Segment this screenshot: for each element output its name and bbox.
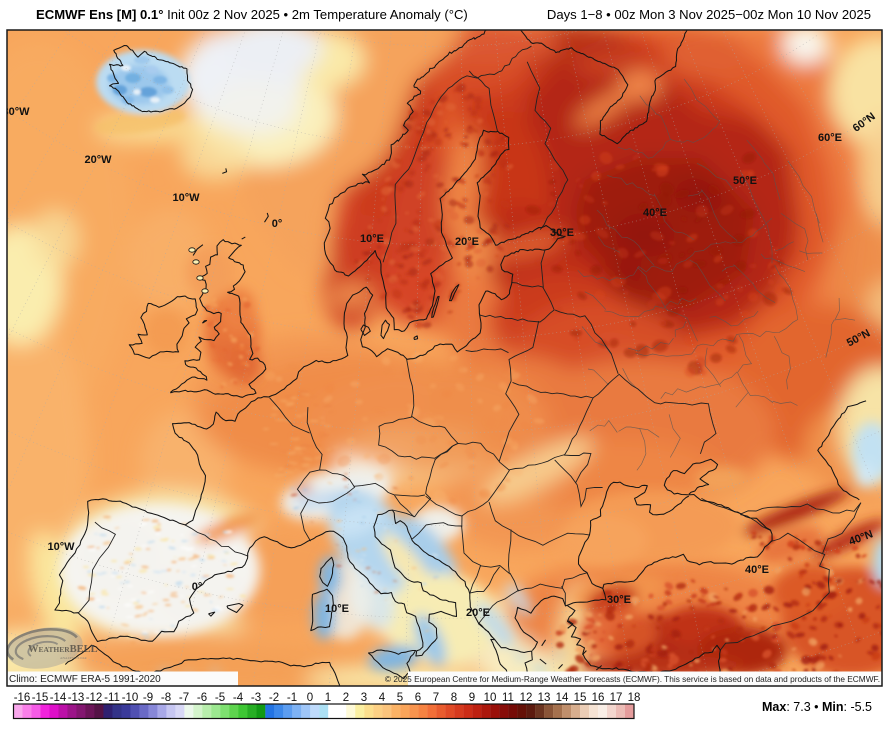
- svg-text:14: 14: [556, 692, 569, 704]
- svg-text:-16: -16: [14, 692, 31, 704]
- svg-text:9: 9: [469, 692, 475, 704]
- svg-text:-15: -15: [32, 692, 49, 704]
- svg-text:-12: -12: [86, 692, 103, 704]
- svg-text:Climo: ECMWF ERA-5 1991-2020: Climo: ECMWF ERA-5 1991-2020: [9, 674, 161, 685]
- svg-text:4: 4: [379, 692, 386, 704]
- svg-text:-6: -6: [197, 692, 207, 704]
- svg-text:-9: -9: [143, 692, 153, 704]
- svg-text:20°E: 20°E: [466, 607, 490, 619]
- svg-text:16: 16: [592, 692, 605, 704]
- svg-text:6: 6: [415, 692, 421, 704]
- svg-text:-14: -14: [50, 692, 67, 704]
- svg-text:0°: 0°: [272, 218, 283, 230]
- svg-text:-8: -8: [161, 692, 171, 704]
- svg-text:12: 12: [520, 692, 533, 704]
- svg-text:Max: 7.3 • Min: -5.5: Max: 7.3 • Min: -5.5: [762, 700, 872, 714]
- svg-text:10°E: 10°E: [325, 603, 349, 615]
- svg-text:-7: -7: [179, 692, 189, 704]
- svg-text:0°: 0°: [192, 581, 203, 593]
- svg-text:© 2025 European Centre for Med: © 2025 European Centre for Medium-Range …: [385, 674, 880, 684]
- svg-text:-2: -2: [269, 692, 279, 704]
- svg-text:17: 17: [610, 692, 623, 704]
- svg-text:-4: -4: [233, 692, 244, 704]
- svg-text:13: 13: [538, 692, 551, 704]
- svg-text:-1: -1: [287, 692, 297, 704]
- svg-text:-11: -11: [104, 692, 120, 704]
- svg-text:10: 10: [484, 692, 497, 704]
- svg-text:40°E: 40°E: [643, 207, 667, 219]
- svg-text:ANALYTICS LLC: ANALYTICS LLC: [60, 656, 88, 660]
- svg-text:Days 1−8 • 00z Mon 3 Nov 2025−: Days 1−8 • 00z Mon 3 Nov 2025−00z Mon 10…: [547, 7, 871, 22]
- svg-text:WEATHERBELL: WEATHERBELL: [28, 644, 98, 655]
- svg-text:10°E: 10°E: [360, 233, 384, 245]
- svg-text:10°W: 10°W: [172, 192, 200, 204]
- svg-text:30°W: 30°W: [2, 106, 30, 118]
- svg-text:20°E: 20°E: [455, 236, 479, 248]
- svg-text:1: 1: [325, 692, 331, 704]
- svg-text:3: 3: [361, 692, 367, 704]
- svg-text:60°E: 60°E: [818, 132, 842, 144]
- svg-text:5: 5: [397, 692, 403, 704]
- svg-text:18: 18: [628, 692, 641, 704]
- svg-text:-10: -10: [122, 692, 139, 704]
- svg-text:7: 7: [433, 692, 439, 704]
- svg-text:-3: -3: [251, 692, 261, 704]
- svg-text:2: 2: [343, 692, 349, 704]
- svg-text:50°E: 50°E: [733, 175, 757, 187]
- svg-text:10°W: 10°W: [47, 541, 75, 553]
- svg-text:8: 8: [451, 692, 457, 704]
- svg-text:30°E: 30°E: [607, 594, 631, 606]
- svg-text:ECMWF Ens [M] 0.1° Init 00z 2: ECMWF Ens [M] 0.1° Init 00z 2 Nov 2025 •…: [36, 7, 468, 22]
- svg-text:40°E: 40°E: [745, 564, 769, 576]
- svg-text:20°W: 20°W: [84, 154, 112, 166]
- svg-text:15: 15: [574, 692, 587, 704]
- svg-text:-5: -5: [215, 692, 225, 704]
- svg-text:0: 0: [307, 692, 313, 704]
- svg-text:30°E: 30°E: [550, 227, 574, 239]
- svg-text:11: 11: [502, 692, 514, 704]
- svg-text:-13: -13: [68, 692, 85, 704]
